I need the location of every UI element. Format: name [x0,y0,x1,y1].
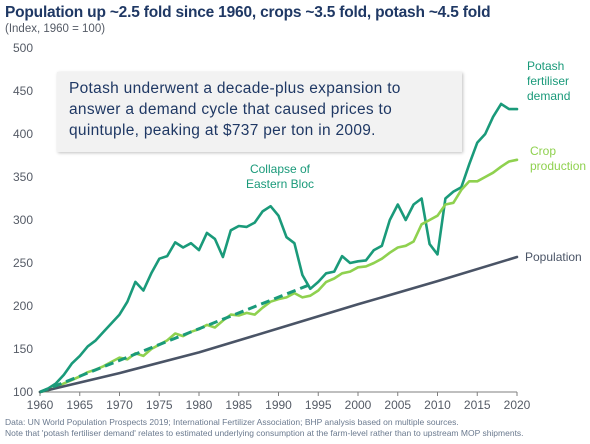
x-tick-label: 2015 [464,398,491,412]
x-axis: 1960 1965 1970 1975 1980 1985 1990 1995 2000 2005… [27,391,531,412]
x-tick-label: 1960 [27,398,54,412]
collapse-label-line1: Collapse of [250,162,311,176]
y-tick-label: 300 [13,213,33,227]
potash-label-line1: Potash [527,59,564,73]
x-tick-label: 1970 [106,398,133,412]
chart-title: Population up ~2.5 fold since 1960, crop… [5,4,491,21]
collapse-label-line2: Eastern Bloc [246,177,314,191]
series-group [38,102,519,394]
x-tick-label: 1985 [225,398,252,412]
y-tick-label: 150 [13,342,33,356]
y-tick-label: 450 [13,84,33,98]
potash-label-line3: demand [527,89,570,103]
chart-subtitle: (Index, 1960 = 100) [5,23,106,35]
y-tick-label: 100 [13,385,33,399]
source-note: Data: UN World Population Prospects 2019… [5,417,524,439]
x-tick-label: 1980 [186,398,213,412]
y-tick-label: 400 [13,127,33,141]
y-tick-label: 350 [13,170,33,184]
population-label: Population [525,250,582,264]
x-tick-label: 2020 [504,398,531,412]
y-tick-label: 250 [13,256,33,270]
series-line-population [38,255,519,394]
series-line-crop-production [38,158,519,394]
callout-box: Potash underwent a decade-plus expansion… [57,72,462,152]
x-tick-label: 1975 [146,398,173,412]
source-line-2: Note that 'potash fertiliser demand' rel… [5,428,524,438]
x-tick-label: 2005 [384,398,411,412]
source-line-1: Data: UN World Population Prospects 2019… [5,417,459,427]
crop-label-line2: production [530,159,586,173]
y-tick-label: 500 [13,41,33,55]
potash-label-line2: fertiliser [527,74,569,88]
x-tick-label: 2000 [345,398,372,412]
x-tick-label: 1995 [305,398,332,412]
x-tick-label: 1990 [265,398,292,412]
y-axis: 100 150 200 250 300 350 400 450 500 [13,41,33,399]
inline-labels: Collapse of Eastern Bloc Potash fertilis… [246,59,586,264]
crop-label-line1: Crop [530,144,556,158]
series-line-potash-fertiliser-demand [38,102,519,394]
y-tick-label: 200 [13,299,33,313]
x-tick-label: 2010 [424,398,451,412]
x-tick-label: 1965 [66,398,93,412]
series-line-potash-trend [39,283,311,394]
